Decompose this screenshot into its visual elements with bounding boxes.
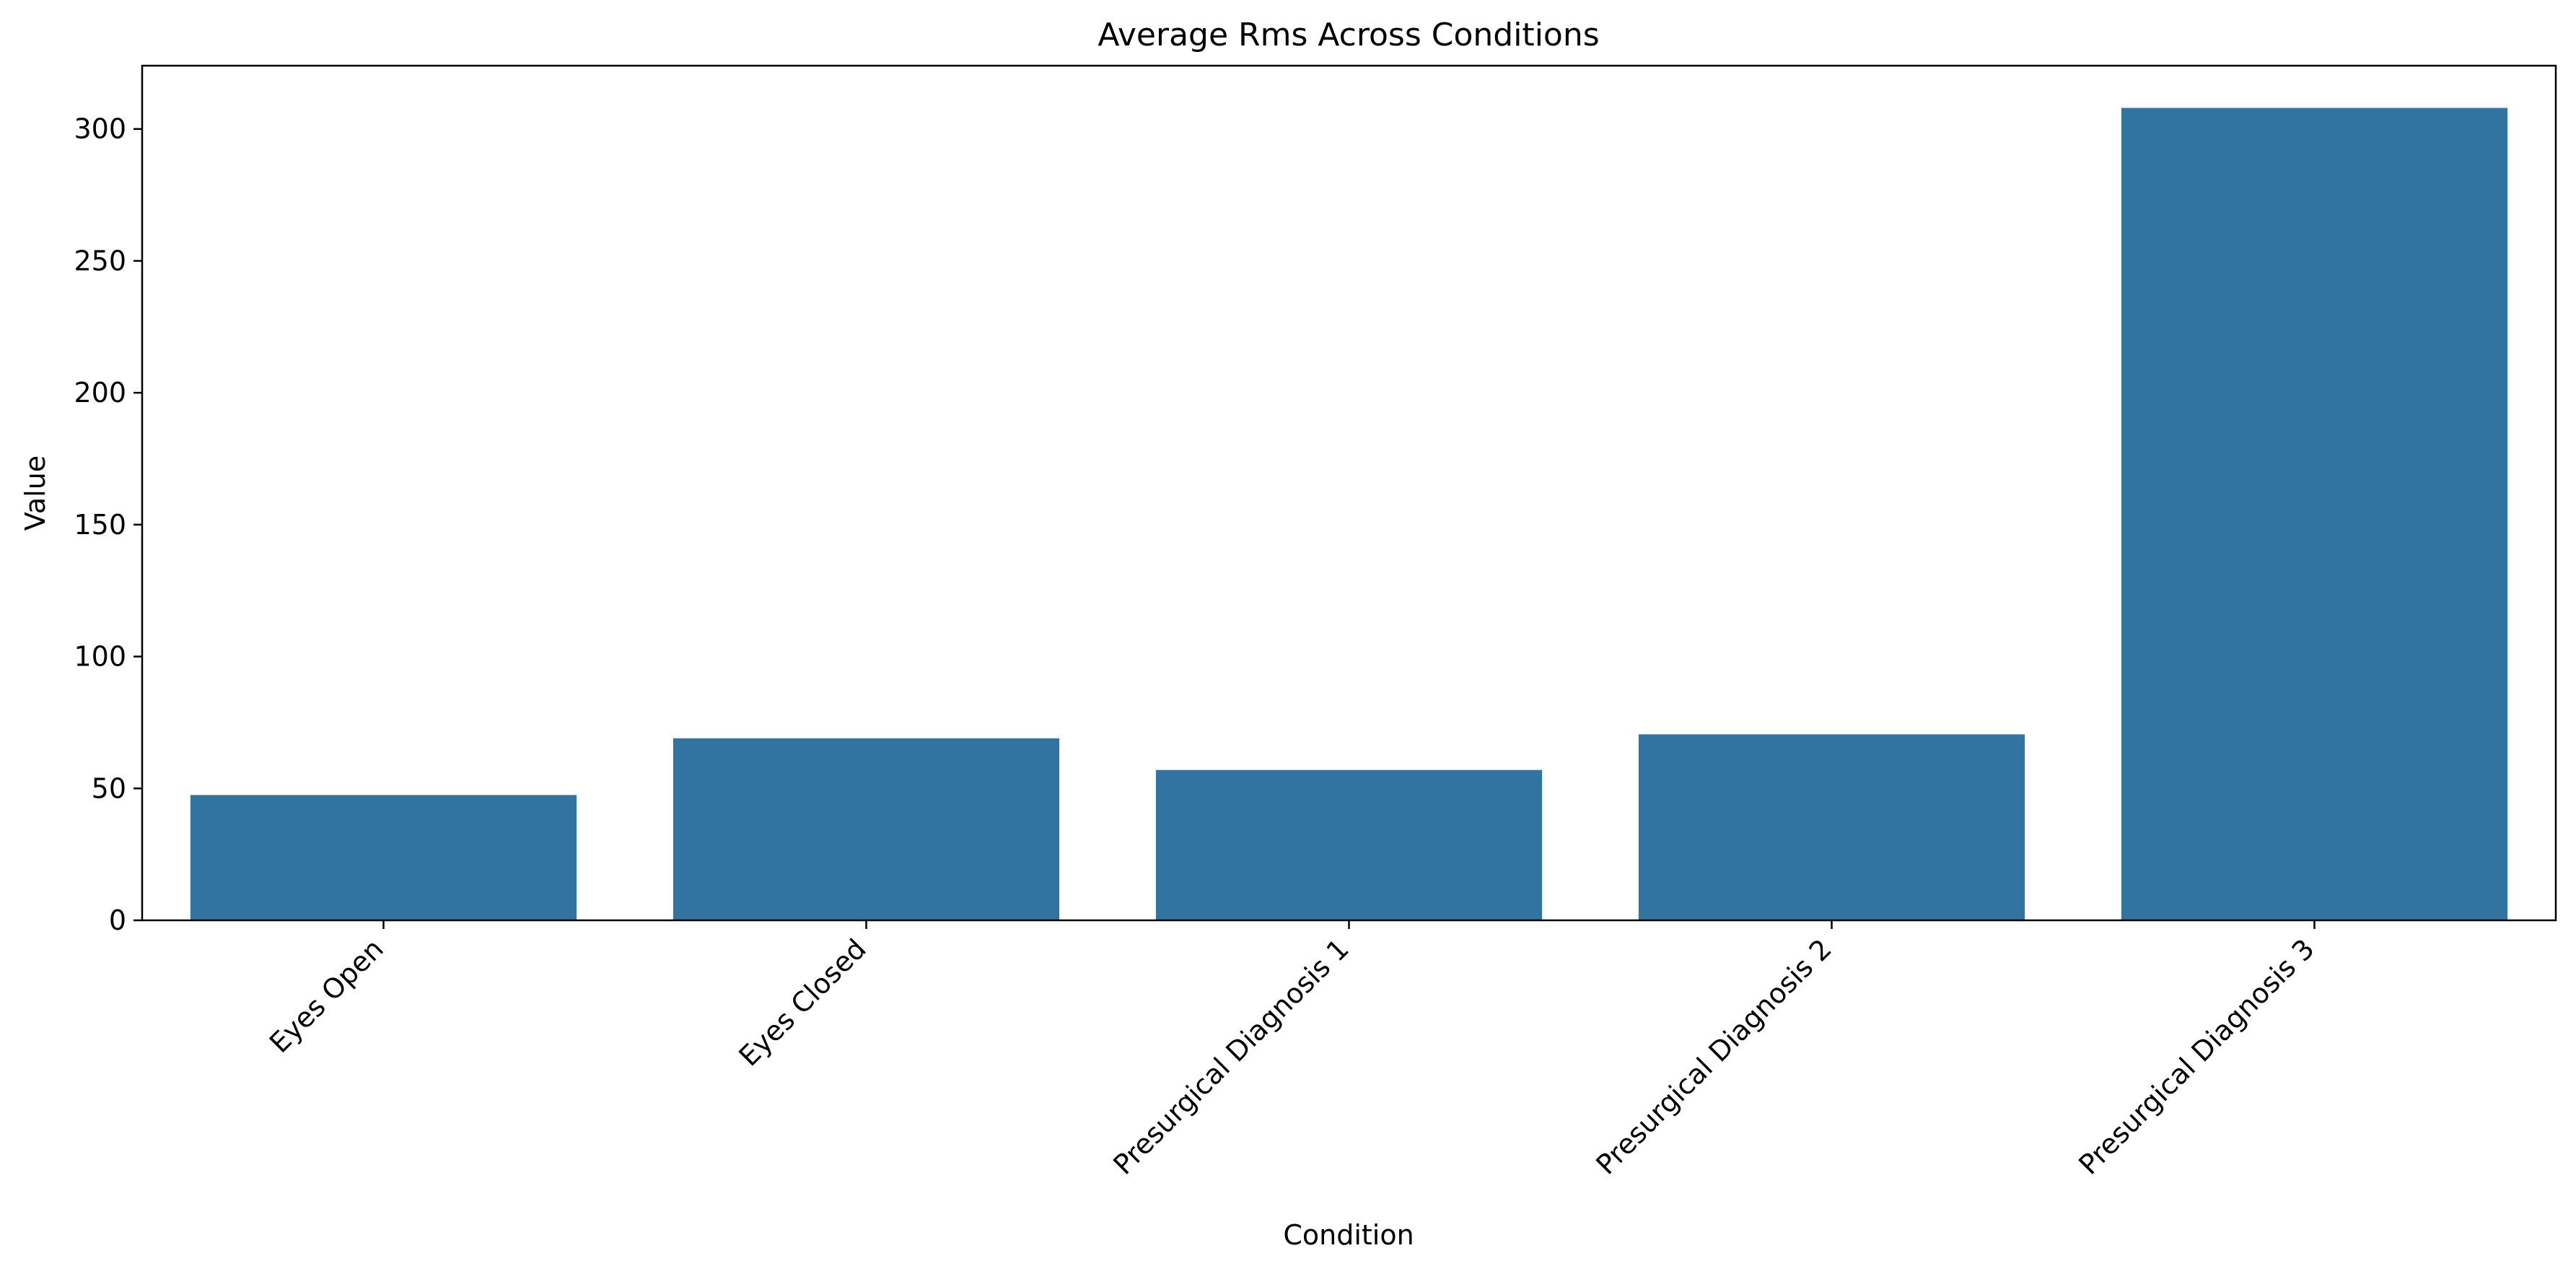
x-axis-label: Condition [1283, 1219, 1414, 1251]
chart-title: Average Rms Across Conditions [1098, 17, 1599, 53]
x-tick-label: Eyes Closed [733, 933, 872, 1072]
bar [2121, 108, 2508, 921]
y-tick-label: 0 [109, 904, 126, 936]
y-tick-label: 200 [74, 377, 126, 409]
bar [673, 738, 1060, 920]
x-tick-label: Presurgical Diagnosis 2 [1590, 933, 1837, 1180]
x-tick-label: Presurgical Diagnosis 1 [1107, 933, 1354, 1180]
x-tick-label: Presurgical Diagnosis 3 [2072, 933, 2320, 1180]
y-axis-label: Value [19, 455, 51, 531]
y-tick-label: 150 [74, 509, 126, 541]
plot-area [190, 108, 2508, 921]
plot-frame [141, 64, 2557, 922]
y-tick-label: 100 [74, 641, 126, 673]
x-axis: Eyes Open Eyes Closed Presurgical Diagnosi… [263, 920, 2321, 1181]
bar [1638, 734, 2025, 920]
x-tick-label: Eyes Open [263, 933, 390, 1059]
y-axis: 0 50 100 150 200 250 300 [74, 113, 142, 936]
y-tick-label: 250 [74, 245, 126, 276]
bar [1155, 769, 1543, 920]
y-tick-label: 300 [74, 113, 126, 145]
y-tick-label: 50 [92, 772, 126, 804]
bar [190, 795, 577, 920]
